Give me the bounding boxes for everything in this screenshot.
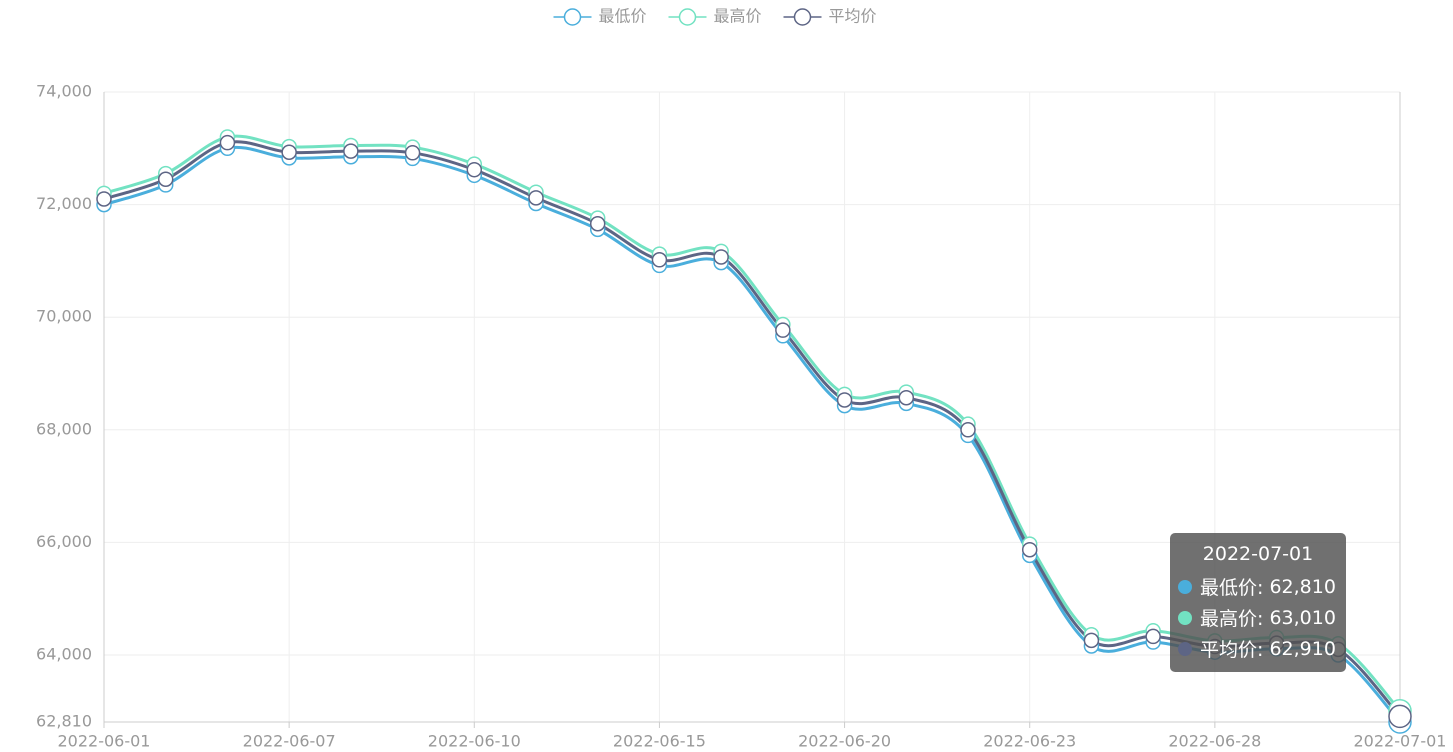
data-point xyxy=(404,145,421,161)
data-point xyxy=(713,249,729,265)
data-point xyxy=(528,190,544,206)
tooltip: 2022-07-01最低价62,810最高价63,010平均价62,910 xyxy=(1170,533,1346,672)
tooltip-row: 平均价62,910 xyxy=(1178,633,1338,664)
tooltip-dot xyxy=(1178,610,1192,625)
legend-label: 最低价 xyxy=(599,7,647,26)
tooltip-row: 最低价62,810 xyxy=(1178,571,1338,602)
data-point xyxy=(1388,704,1412,729)
data-point xyxy=(589,215,606,232)
tooltip-value: 63,010 xyxy=(1269,606,1336,629)
data-point xyxy=(96,191,112,207)
y-tick-label: 70,000 xyxy=(36,307,92,326)
legend-label: 最高价 xyxy=(714,7,762,26)
tooltip-series-name: 最高价 xyxy=(1200,604,1269,631)
tooltip-value: 62,910 xyxy=(1269,637,1336,660)
data-point xyxy=(219,134,236,151)
x-tick-label: 2022-06-10 xyxy=(428,732,521,751)
data-point xyxy=(1145,628,1161,645)
x-tick-label: 2022-06-01 xyxy=(58,732,151,751)
y-tick-label: 72,000 xyxy=(36,194,92,213)
data-point xyxy=(836,392,853,408)
tooltip-value: 62,810 xyxy=(1269,575,1336,598)
x-tick-label: 2022-06-07 xyxy=(243,732,336,751)
y-tick-label: 66,000 xyxy=(36,532,92,551)
y-tick-label: 68,000 xyxy=(36,419,92,438)
tooltip-row: 最高价63,010 xyxy=(1178,602,1338,633)
tooltip-series-name: 最低价 xyxy=(1200,573,1269,600)
y-tick-label: 62,810 xyxy=(36,712,92,731)
data-point xyxy=(960,422,976,438)
data-point xyxy=(343,143,359,159)
x-tick-label: 2022-07-01 xyxy=(1354,732,1447,751)
legend-marker xyxy=(563,8,582,26)
data-point xyxy=(281,144,297,160)
legend-marker xyxy=(678,8,697,26)
tooltip-dot xyxy=(1178,641,1192,656)
legend-marker xyxy=(793,8,812,26)
data-point xyxy=(1021,541,1038,558)
x-tick-label: 2022-06-28 xyxy=(1168,732,1261,751)
tooltip-title: 2022-07-01 xyxy=(1202,543,1314,565)
tooltip-series-name: 平均价 xyxy=(1200,635,1269,662)
x-tick-label: 2022-06-15 xyxy=(613,732,706,751)
data-point xyxy=(775,322,791,338)
x-tick-label: 2022-06-23 xyxy=(983,732,1076,751)
tooltip-dot xyxy=(1178,579,1192,594)
y-tick-label: 64,000 xyxy=(36,645,92,664)
data-point xyxy=(157,171,174,188)
data-point xyxy=(898,389,915,406)
y-tick-label: 74,000 xyxy=(36,82,92,101)
x-tick-label: 2022-06-20 xyxy=(798,732,891,751)
data-point xyxy=(1083,632,1100,649)
legend-label: 平均价 xyxy=(829,7,877,26)
data-point xyxy=(651,252,668,268)
data-point xyxy=(466,161,483,178)
